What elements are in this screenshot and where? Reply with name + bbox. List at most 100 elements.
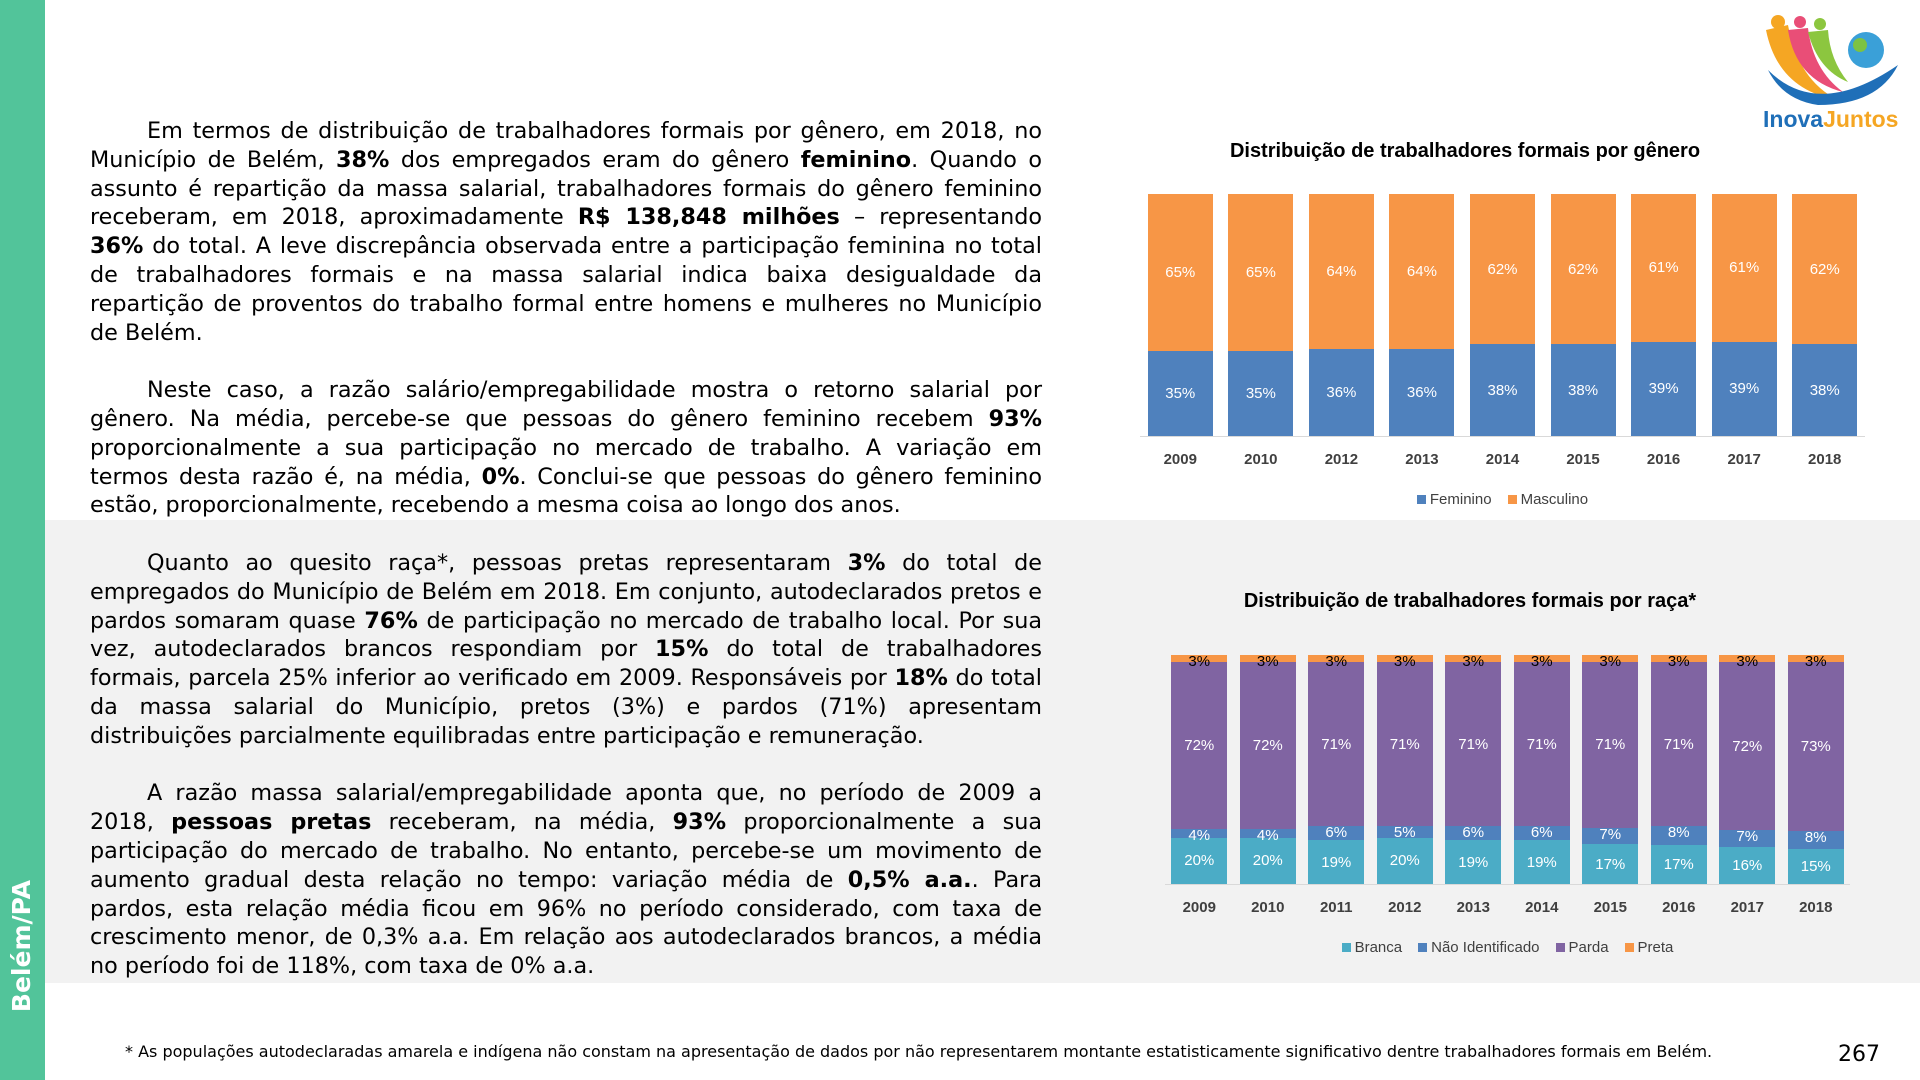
bar-segment-branca: 16% — [1719, 846, 1776, 884]
bar-segment-não-identificado: 4% — [1239, 827, 1296, 844]
bar-2014: 38% 62% — [1470, 194, 1535, 436]
bar-2016: 39% 61% — [1631, 194, 1697, 436]
text-run: receberam, na média, — [371, 809, 673, 836]
data-label: 62% — [1809, 260, 1840, 278]
bar-2017: 39% 61% — [1711, 194, 1777, 436]
legend-label: Branca — [1354, 939, 1403, 956]
data-label: 36% — [1326, 383, 1357, 401]
bar-segment-preta: 3% — [1445, 653, 1502, 670]
data-label: 71% — [1321, 735, 1352, 753]
data-label: 71% — [1389, 735, 1420, 753]
text-run: do total da massa salarial do Município,… — [90, 665, 1042, 749]
data-label: 64% — [1326, 262, 1357, 280]
race-chart-title: Distribuição de trabalhadores formais po… — [1243, 590, 1697, 612]
data-label: 4% — [1256, 826, 1279, 844]
bar-2010: 35% 65% — [1228, 194, 1294, 436]
bar-segment-não-identificado: 4% — [1171, 827, 1228, 844]
bar-segment-preta: 3% — [1171, 653, 1228, 670]
text-run: proporcionalmente a sua participação do … — [90, 809, 1042, 893]
data-label: 36% — [1406, 383, 1437, 401]
legend-item: Não Identificado — [1418, 939, 1540, 956]
text-run: de participação no mercado de trabalho l… — [90, 607, 1042, 663]
x-tick-label: 2017 — [1727, 451, 1761, 468]
x-tick-label: 2013 — [1405, 451, 1439, 468]
text-run: do total. A leve discrepância observada … — [90, 233, 1042, 346]
inovajuntos-logo: InovaJuntos — [1758, 10, 1908, 139]
data-label: 20% — [1389, 852, 1420, 870]
bar-segment-feminino: 39% — [1711, 341, 1777, 436]
bar-2017: 16% 7% 72% 3% — [1719, 653, 1776, 884]
chart-legend: Feminino Masculino — [1140, 491, 1865, 508]
bar-segment-feminino: 38% — [1792, 344, 1858, 436]
bar-segment-masculino: 64% — [1389, 194, 1455, 349]
x-tick-label: 2016 — [1646, 451, 1681, 468]
bar-2012: 20% 5% 71% 3% — [1376, 653, 1433, 884]
data-label: 19% — [1458, 853, 1489, 871]
bar-segment-não-identificado: 8% — [1650, 824, 1707, 845]
bar-segment-parda: 71% — [1513, 661, 1570, 827]
text-run: . Quando o assunto é repartição da massa… — [90, 146, 1042, 231]
highlight-text: 36% — [90, 233, 144, 260]
data-label: 6% — [1462, 824, 1485, 842]
data-label: 6% — [1530, 824, 1553, 842]
data-label: 61% — [1729, 259, 1760, 277]
x-tick-label: 2015 — [1566, 451, 1600, 468]
legend-item: Branca — [1341, 939, 1403, 956]
legend-item: Preta — [1624, 939, 1674, 956]
data-label: 15% — [1800, 858, 1831, 876]
bar-2018: 38% 62% — [1792, 194, 1858, 436]
x-tick-label: 2009 — [1182, 899, 1216, 916]
bar-segment-branca: 19% — [1513, 840, 1570, 884]
data-label: 3% — [1667, 653, 1690, 671]
bar-segment-feminino: 39% — [1631, 341, 1697, 436]
text-run: do total de trabalhadores formais, parce… — [90, 636, 1042, 692]
bar-segment-parda: 72% — [1719, 662, 1776, 831]
data-label: 3% — [1530, 653, 1553, 671]
data-label: 3% — [1188, 653, 1211, 671]
data-label: 62% — [1487, 260, 1518, 278]
legend-item: Masculino — [1507, 491, 1588, 508]
sidebar-strip: Belém/PA — [0, 0, 45, 1080]
bar-segment-feminino: 35% — [1147, 351, 1213, 436]
bar-2014: 19% 6% 71% 3% — [1513, 653, 1570, 884]
bar-segment-não-identificado: 8% — [1787, 829, 1844, 850]
text-run: . Para pardos, esta relação média ficou … — [90, 866, 1042, 980]
data-label: 20% — [1184, 852, 1215, 870]
svg-text:InovaJuntos: InovaJuntos — [1763, 106, 1898, 132]
x-tick-label: 2010 — [1251, 899, 1285, 916]
x-tick-label: 2016 — [1662, 899, 1696, 916]
text-run: . Conclui-se que pessoas do gênero femin… — [90, 463, 1042, 519]
bar-segment-branca: 17% — [1582, 844, 1639, 884]
bar-segment-parda: 71% — [1582, 662, 1639, 828]
data-label: 64% — [1406, 262, 1437, 280]
legend-label: Preta — [1637, 939, 1674, 956]
text-run: – representando — [839, 204, 1042, 231]
bar-segment-parda: 73% — [1787, 661, 1844, 831]
highlight-text: 38% — [336, 146, 390, 173]
data-label: 61% — [1648, 259, 1679, 277]
x-tick-label: 2014 — [1525, 899, 1559, 916]
highlight-text: R$ 138,848 milhões — [577, 204, 840, 231]
data-label: 71% — [1663, 735, 1694, 753]
x-tick-label: 2018 — [1808, 451, 1842, 468]
bar-2011: 19% 6% 71% 3% — [1308, 653, 1365, 884]
highlight-text: pessoas pretas — [171, 809, 372, 836]
data-label: 38% — [1809, 381, 1840, 399]
highlight-text: 0,5% a.a. — [847, 866, 972, 893]
bar-segment-branca: 19% — [1308, 840, 1365, 884]
text-run: Quanto ao quesito raça*, pessoas pretas … — [147, 550, 848, 576]
data-label: 72% — [1732, 737, 1763, 755]
bar-segment-masculino: 61% — [1711, 194, 1777, 342]
data-label: 72% — [1252, 736, 1283, 754]
highlight-text: 15% — [655, 636, 709, 663]
data-label: 72% — [1184, 736, 1215, 754]
bar-segment-feminino: 38% — [1470, 344, 1535, 436]
bar-2015: 17% 7% 71% 3% — [1582, 653, 1639, 884]
legend-label: Parda — [1568, 939, 1609, 956]
legend-item: Feminino — [1416, 491, 1492, 508]
bar-2018: 15% 8% 73% 3% — [1787, 653, 1844, 884]
paragraph: Quanto ao quesito raça*, pessoas pretas … — [90, 549, 1042, 751]
data-label: 7% — [1736, 828, 1759, 846]
text-run: Em termos de distribuição de trabalhador… — [90, 118, 1042, 173]
bar-segment-parda: 72% — [1171, 661, 1228, 829]
